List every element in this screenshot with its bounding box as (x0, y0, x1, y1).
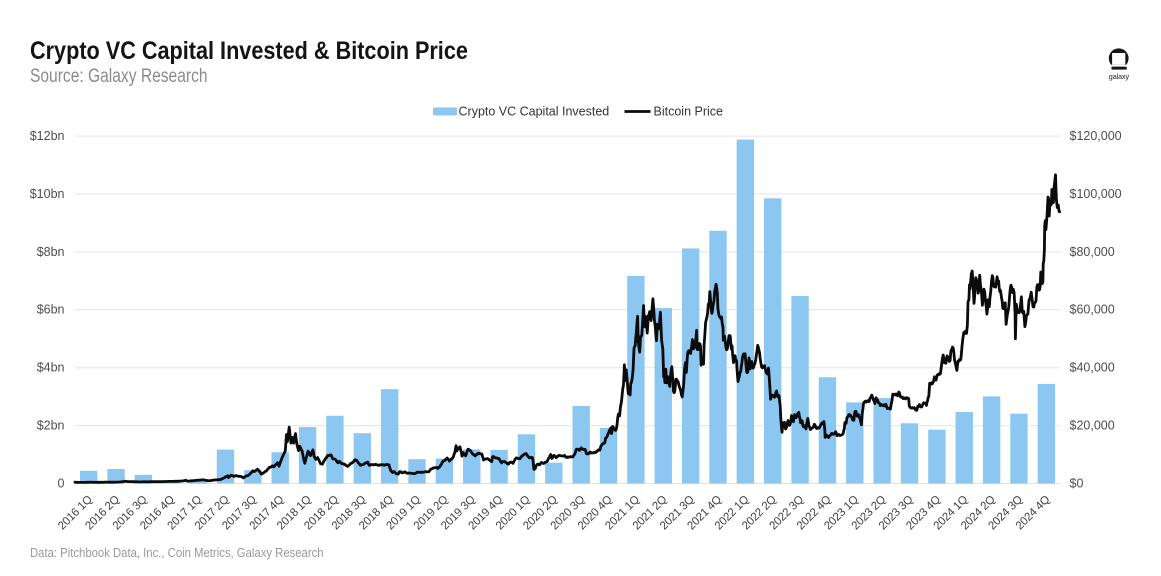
svg-text:$6bn: $6bn (37, 303, 65, 317)
svg-text:galaxy: galaxy (1109, 72, 1130, 81)
svg-text:$4bn: $4bn (37, 361, 65, 375)
svg-text:$12bn: $12bn (30, 129, 65, 143)
svg-text:$60,000: $60,000 (1070, 303, 1115, 317)
svg-text:$8bn: $8bn (37, 245, 65, 259)
svg-text:$10bn: $10bn (30, 187, 65, 201)
svg-text:0: 0 (58, 476, 65, 490)
svg-text:$0: $0 (1070, 476, 1084, 490)
svg-text:$2bn: $2bn (37, 419, 65, 433)
svg-text:$40,000: $40,000 (1070, 361, 1115, 375)
svg-text:$20,000: $20,000 (1070, 419, 1115, 433)
svg-text:$120,000: $120,000 (1070, 129, 1122, 143)
svg-text:Bitcoin Price: Bitcoin Price (654, 105, 724, 119)
svg-text:$100,000: $100,000 (1070, 187, 1122, 201)
svg-text:Crypto VC Capital Invested: Crypto VC Capital Invested (459, 105, 610, 119)
svg-text:$80,000: $80,000 (1070, 245, 1115, 259)
